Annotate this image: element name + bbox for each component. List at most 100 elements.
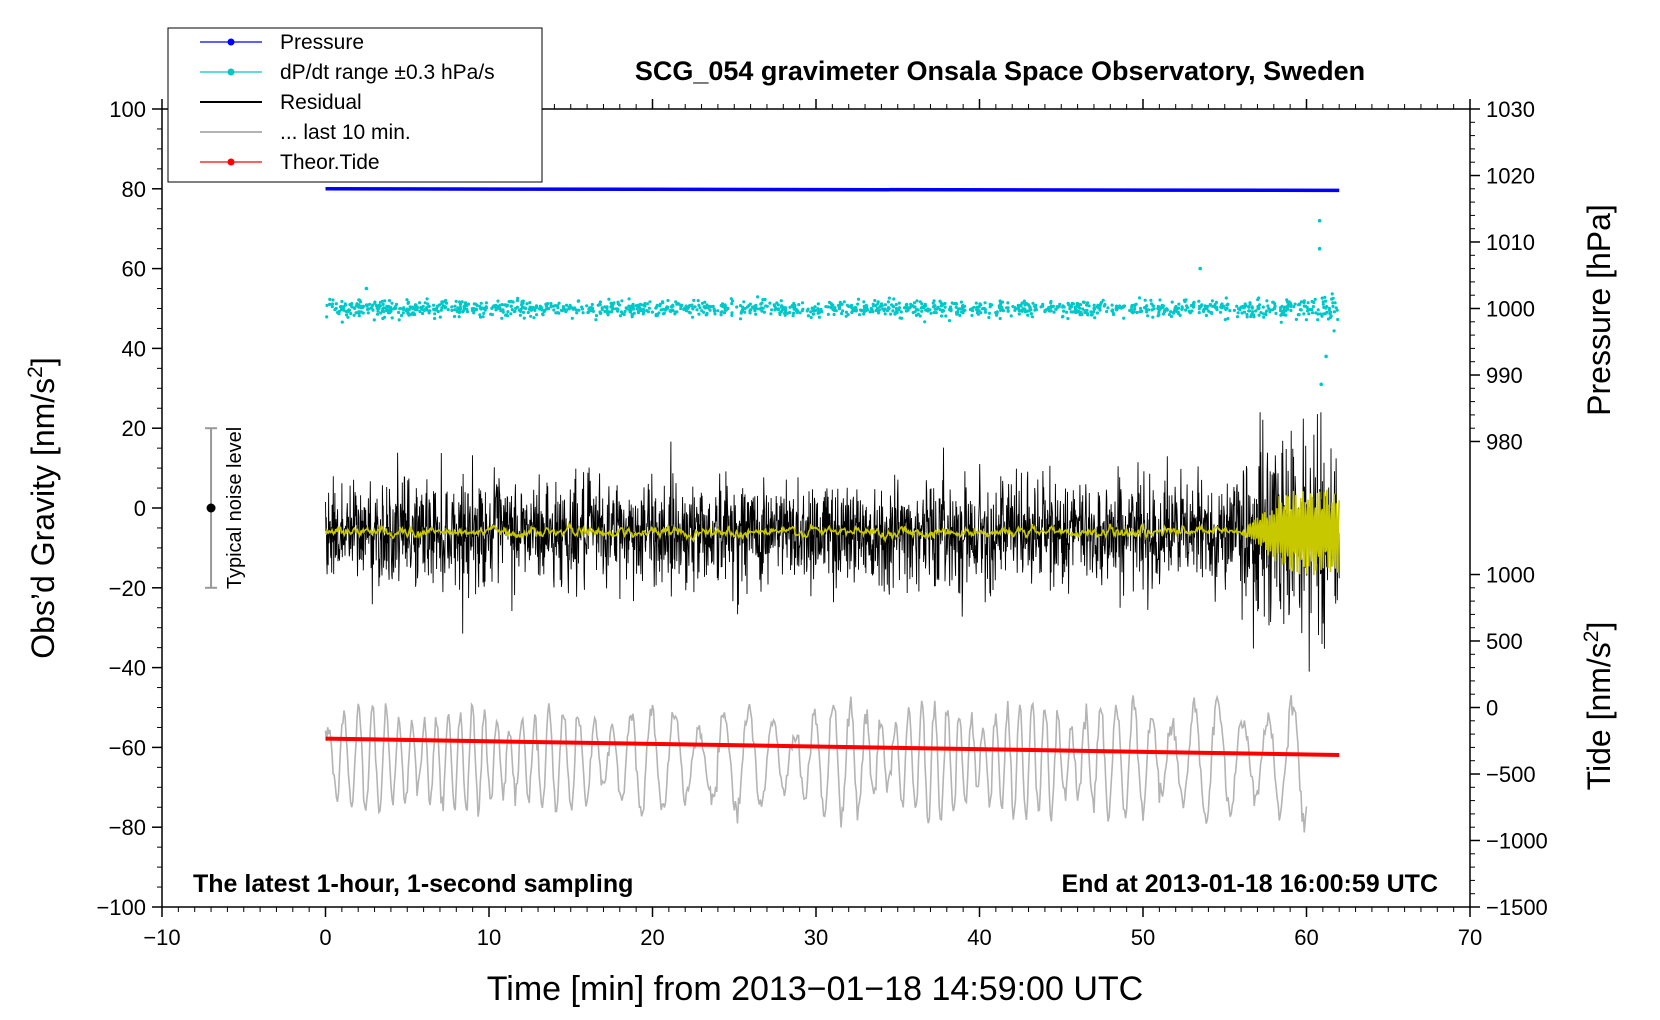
dpdt-point xyxy=(357,314,361,318)
dpdt-point xyxy=(589,306,594,310)
dpdt-point xyxy=(529,308,533,312)
dpdt-point xyxy=(1302,299,1306,303)
dpdt-point xyxy=(1043,309,1047,313)
dpdt-point xyxy=(788,305,792,309)
dpdt-point xyxy=(974,301,978,305)
dpdt-point xyxy=(1000,305,1004,309)
dpdt-point xyxy=(436,304,440,308)
dpdt-point xyxy=(1065,310,1069,314)
dpdt-point xyxy=(365,304,369,308)
dpdt-point xyxy=(1020,309,1024,313)
dpdt-point xyxy=(779,310,783,314)
dpdt-point xyxy=(970,313,974,317)
last-10-min-line xyxy=(324,694,1308,833)
dpdt-point xyxy=(1245,315,1249,319)
y-left-tick-label: −60 xyxy=(109,735,146,760)
dpdt-point xyxy=(1264,309,1268,313)
dpdt-point xyxy=(1213,302,1217,307)
dpdt-point xyxy=(647,306,652,310)
dpdt-point xyxy=(1011,304,1015,309)
dpdt-point xyxy=(458,306,462,310)
dpdt-point xyxy=(794,307,798,311)
dpdt-point xyxy=(1209,303,1213,307)
dpdt-point xyxy=(868,310,872,314)
dpdt-point xyxy=(478,306,483,310)
dpdt-point xyxy=(943,305,947,309)
dpdt-point xyxy=(549,301,553,306)
dpdt-point xyxy=(1050,305,1055,309)
dpdt-point xyxy=(344,313,349,317)
dpdt-point xyxy=(854,308,858,312)
dpdt-point xyxy=(887,307,891,311)
dpdt-point xyxy=(598,310,602,314)
dpdt-point xyxy=(939,314,944,318)
dpdt-point xyxy=(730,311,734,315)
dpdt-point xyxy=(540,308,544,312)
dpdt-point xyxy=(1198,304,1202,308)
dpdt-point xyxy=(797,303,801,307)
dpdt-point xyxy=(931,305,936,309)
dpdt-point xyxy=(355,302,359,306)
dpdt-point xyxy=(1266,304,1270,308)
dpdt-point xyxy=(577,299,581,303)
dpdt-point xyxy=(749,308,753,312)
dpdt-point xyxy=(1256,298,1260,302)
x-tick-label: 50 xyxy=(1131,925,1155,950)
dpdt-point xyxy=(688,304,692,308)
dpdt-point xyxy=(826,312,831,316)
legend-marker xyxy=(227,68,235,76)
dpdt-point xyxy=(397,310,401,315)
dpdt-point xyxy=(978,303,982,307)
dpdt-point xyxy=(899,310,903,314)
dpdt-point xyxy=(1098,308,1102,312)
dpdt-point xyxy=(661,307,666,311)
dpdt-point xyxy=(439,308,443,312)
dpdt-point xyxy=(758,307,762,311)
legend-label: Pressure xyxy=(280,31,364,54)
dpdt-outlier xyxy=(1317,218,1322,223)
dpdt-point xyxy=(475,303,479,307)
dpdt-point xyxy=(987,315,991,320)
dpdt-point xyxy=(1077,310,1081,314)
dpdt-point xyxy=(679,306,683,311)
dpdt-point xyxy=(1174,309,1178,313)
legend: Pressure dP/dt range ±0.3 hPa/s Residual..… xyxy=(167,27,543,183)
dpdt-point xyxy=(1110,303,1114,307)
dpdt-point xyxy=(1145,310,1149,314)
dpdt-point xyxy=(357,311,361,315)
dpdt-point xyxy=(1068,307,1072,311)
dpdt-point xyxy=(446,308,450,312)
dpdt-point xyxy=(847,304,851,309)
dpdt-point xyxy=(452,314,457,319)
x-tick-label: 30 xyxy=(804,925,828,950)
dpdt-point xyxy=(1140,309,1144,313)
dpdt-point xyxy=(887,296,892,300)
dpdt-point xyxy=(950,301,954,305)
dpdt-point xyxy=(1320,296,1324,300)
dpdt-point xyxy=(1022,307,1026,311)
dpdt-point xyxy=(512,309,516,314)
dpdt-point xyxy=(385,304,389,308)
dpdt-point xyxy=(434,308,438,312)
dpdt-point xyxy=(549,305,553,309)
dpdt-point xyxy=(643,304,647,308)
dpdt-point xyxy=(381,302,385,306)
dpdt-point xyxy=(1327,306,1331,310)
dpdt-point xyxy=(484,301,488,305)
dpdt-point xyxy=(1151,315,1155,319)
dpdt-point xyxy=(1256,304,1260,309)
dpdt-point xyxy=(983,310,988,314)
dpdt-point xyxy=(1305,305,1309,310)
legend-marker xyxy=(227,38,235,46)
dpdt-point xyxy=(915,307,919,312)
dpdt-point xyxy=(1033,308,1037,312)
dpdt-point xyxy=(806,307,810,311)
dpdt-point xyxy=(948,307,952,312)
dpdt-point xyxy=(894,302,898,307)
dpdt-point xyxy=(655,303,659,307)
dpdt-point xyxy=(997,305,1002,310)
dpdt-point xyxy=(438,315,442,319)
dpdt-point xyxy=(575,311,579,315)
dpdt-point xyxy=(693,305,697,309)
dpdt-point xyxy=(552,304,556,308)
